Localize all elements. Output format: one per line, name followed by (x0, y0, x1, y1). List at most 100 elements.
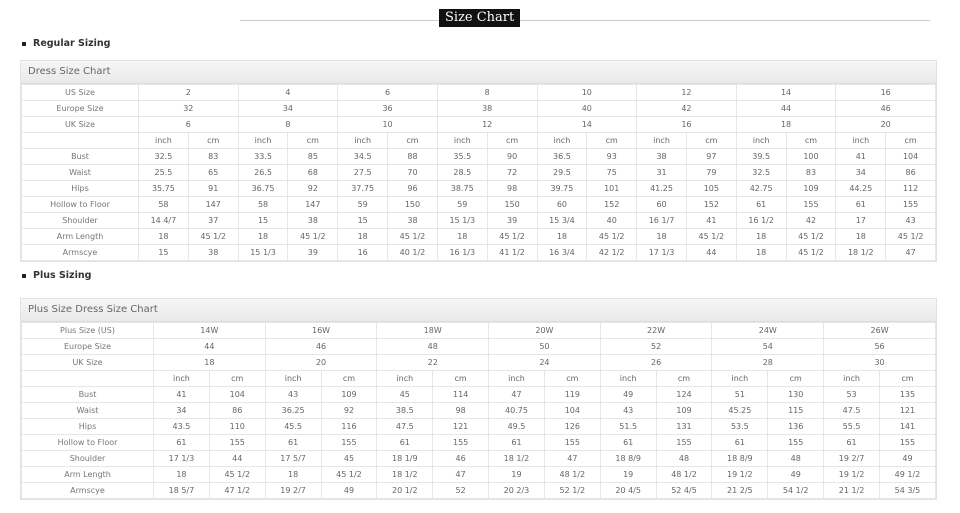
measure-cell: 48 1/2 (655, 466, 713, 483)
measure-cell: 61 (735, 196, 787, 213)
measure-cell: 29.5 (536, 164, 588, 181)
measure-cell: 152 (586, 196, 638, 213)
measure-cell: 20 2/3 (488, 482, 545, 499)
measure-cell: 38 (287, 212, 339, 229)
size-cell: 40 (536, 100, 638, 117)
size-cell: 16 (636, 116, 737, 133)
unit-inch: inch (237, 132, 289, 149)
measure-cell: 104 (208, 386, 266, 403)
measure-cell: 48 (655, 450, 713, 467)
measure-cell: 37 (187, 212, 239, 229)
measure-cell: 53.5 (711, 418, 769, 435)
unit-inch: inch (264, 370, 322, 387)
measure-cell: 60 (536, 196, 588, 213)
unit-cm: cm (885, 132, 936, 149)
title-divider (240, 20, 930, 21)
unit-cm: cm (685, 132, 737, 149)
measure-cell: 38 (387, 212, 438, 229)
measure-cell: 152 (685, 196, 737, 213)
measure-cell: 75 (586, 164, 638, 181)
measure-cell: 109 (785, 180, 837, 197)
size-cell: 20W (488, 322, 601, 339)
measure-cell: 15 3/4 (536, 212, 588, 229)
size-cell: 22W (599, 322, 713, 339)
measure-cell: 41.25 (636, 180, 687, 197)
row-label: UK Size (21, 116, 139, 133)
measure-cell: 110 (208, 418, 266, 435)
measure-cell: 21 2/5 (711, 482, 769, 499)
measure-cell: 16 1/3 (436, 244, 488, 261)
measure-cell: 17 1/3 (153, 450, 210, 467)
measure-cell: 42 (785, 212, 837, 229)
measure-cell: 34 (835, 164, 887, 181)
measure-cell: 121 (878, 402, 937, 419)
measure-cell: 15 (337, 212, 389, 229)
measure-cell: 39 (287, 244, 339, 261)
table-title: Dress Size Chart (21, 61, 936, 84)
measure-cell: 51 (711, 386, 769, 403)
table-row: Plus Size (US) 14W 16W 18W 20W 22W 24W 26W (21, 322, 936, 339)
measure-cell: 18 1/9 (376, 450, 434, 467)
measure-cell: 19 2/7 (823, 450, 880, 467)
measure-cell: 15 (237, 212, 289, 229)
size-cell: 12 (636, 84, 737, 101)
measure-cell: 58 (237, 196, 289, 213)
unit-inch: inch (153, 370, 210, 387)
size-cell: 22 (376, 354, 490, 371)
plus-size-chart: Plus Size Dress Size Chart Plus Size (US… (20, 298, 937, 500)
row-label: Waist (21, 164, 139, 181)
measure-cell: 61 (376, 434, 434, 451)
unit-row: inch cm inch cm inch cm inch cm inch cm inch cm inch… (21, 132, 936, 149)
measure-cell: 150 (486, 196, 538, 213)
size-cell: 46 (835, 100, 936, 117)
measure-cell: 92 (320, 402, 378, 419)
measure-cell: 105 (685, 180, 737, 197)
row-label: Plus Size (US) (21, 322, 154, 339)
table-row: Bust 32.5 83 33.5 85 34.5 88 35.5 90 36.5 93 38 97 39… (21, 148, 936, 165)
measure-cell: 93 (586, 148, 638, 165)
measure-cell: 43.5 (153, 418, 210, 435)
measure-cell: 45 1/2 (320, 466, 378, 483)
measure-cell: 45 (376, 386, 434, 403)
measure-cell: 109 (320, 386, 378, 403)
section-label: Plus Sizing (33, 270, 92, 281)
measure-cell: 83 (785, 164, 837, 181)
row-label: Hollow to Floor (21, 196, 139, 213)
measure-cell: 155 (208, 434, 266, 451)
unit-inch: inch (536, 132, 588, 149)
size-cell: 14 (536, 116, 638, 133)
size-cell: 18 (153, 354, 266, 371)
measure-cell: 70 (387, 164, 438, 181)
measure-cell: 20 4/5 (599, 482, 657, 499)
measure-cell: 96 (387, 180, 438, 197)
measure-cell: 41 (835, 148, 887, 165)
measure-cell: 116 (320, 418, 378, 435)
bullet-icon (22, 41, 26, 46)
measure-cell: 39 (486, 212, 538, 229)
measure-cell: 135 (878, 386, 937, 403)
row-label: US Size (21, 84, 139, 101)
size-cell: 44 (153, 338, 266, 355)
measure-cell: 155 (655, 434, 713, 451)
measure-cell: 49 1/2 (878, 466, 937, 483)
size-cell: 24W (711, 322, 825, 339)
size-cell: 42 (636, 100, 737, 117)
size-cell: 54 (711, 338, 825, 355)
measure-cell: 97 (685, 148, 737, 165)
size-cell: 28 (711, 354, 825, 371)
measure-cell: 55.5 (823, 418, 880, 435)
table-row: Europe Size 32 34 36 38 40 42 44 46 (21, 100, 936, 117)
measure-cell: 18 (636, 228, 687, 245)
row-label: Bust (21, 148, 139, 165)
measure-cell: 124 (655, 386, 713, 403)
measure-cell: 40 (586, 212, 638, 229)
row-label: Armscye (21, 482, 154, 499)
measure-cell: 47 (488, 386, 545, 403)
measure-cell: 155 (543, 434, 601, 451)
measure-cell: 45 1/2 (586, 228, 638, 245)
size-cell: 18 (735, 116, 837, 133)
section-regular-sizing: Regular Sizing (22, 38, 110, 49)
row-label: Arm Length (21, 466, 154, 483)
size-cell: 48 (376, 338, 490, 355)
unit-cm: cm (543, 370, 601, 387)
